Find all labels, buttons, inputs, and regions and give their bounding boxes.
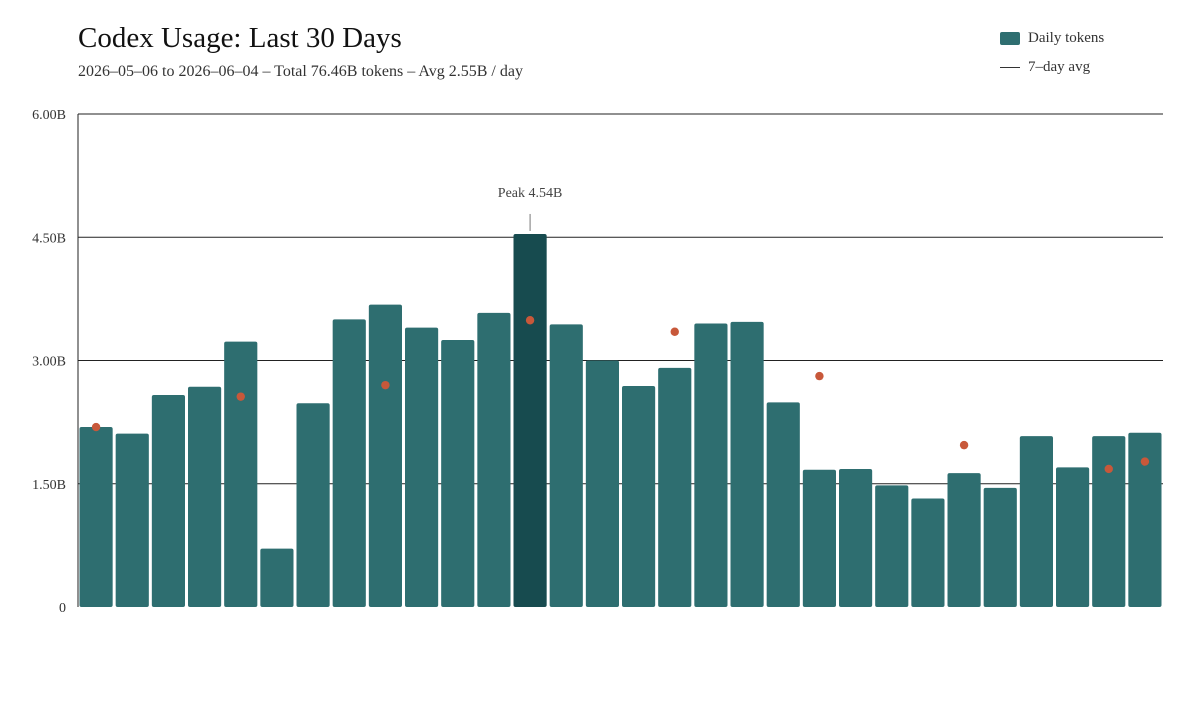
bar [839,468,873,607]
avg-point [959,440,969,450]
bar [802,469,836,607]
legend-item-7-day-avg: 7–day avg [1000,57,1104,77]
bar [1056,467,1090,607]
y-tick-label: 3.00B [32,355,66,370]
y-tick-label: 6.00B [32,108,66,123]
bar [585,360,619,607]
peak-annotation-label: Peak 4.54B [498,186,563,201]
bar [658,367,692,607]
bar [188,386,222,607]
chart-title: Codex Usage: Last 30 Days [78,22,402,54]
avg-point [91,422,101,432]
bar-peak [513,233,547,608]
bar [1019,436,1053,607]
bar [947,473,981,607]
bar [224,341,258,607]
y-axis-ticks: 0 1.50B 3.00B 4.50B 6.00B [32,108,66,616]
bar [477,312,511,607]
y-tick-label: 1.50B [32,478,66,493]
legend-label-7-day-avg: 7–day avg [1028,58,1091,75]
bar [694,323,728,607]
bar [911,498,945,607]
avg-point [1104,464,1113,474]
avg-point [381,380,390,390]
legend-label-daily-tokens: Daily tokens [1028,29,1105,46]
bar [115,433,149,607]
bar [260,548,294,607]
bar [151,395,185,607]
bar [766,402,800,607]
grid-lines [77,113,1163,607]
bar [730,321,764,607]
bar [368,304,402,607]
avg-points [91,316,1150,474]
y-tick-label: 0 [59,601,66,616]
legend-swatch-bar [1000,31,1020,45]
bar [983,487,1017,607]
chart-subtitle: 2026–05–06 to 2026–06–04 – Total 76.46B … [78,63,523,80]
bar [549,324,583,607]
avg-point [670,327,679,336]
bar [332,319,366,607]
legend-item-daily-tokens: Daily tokens [1000,28,1104,48]
avg-point [815,371,824,381]
bar [875,485,909,607]
chart-legend: Daily tokens 7–day avg [1000,28,1104,86]
y-tick-label: 4.50B [32,231,66,246]
avg-point [525,316,535,325]
avg-point [236,392,245,401]
bar [79,427,113,607]
bar [441,339,475,607]
avg-point [1140,457,1150,466]
bar [1128,432,1162,607]
bar [405,327,439,607]
annotations: Peak 4.54B [498,186,563,231]
bar [1092,436,1126,607]
legend-swatch-line [1000,66,1020,68]
bar [296,403,330,607]
bars [79,233,1162,608]
bar [622,385,656,607]
